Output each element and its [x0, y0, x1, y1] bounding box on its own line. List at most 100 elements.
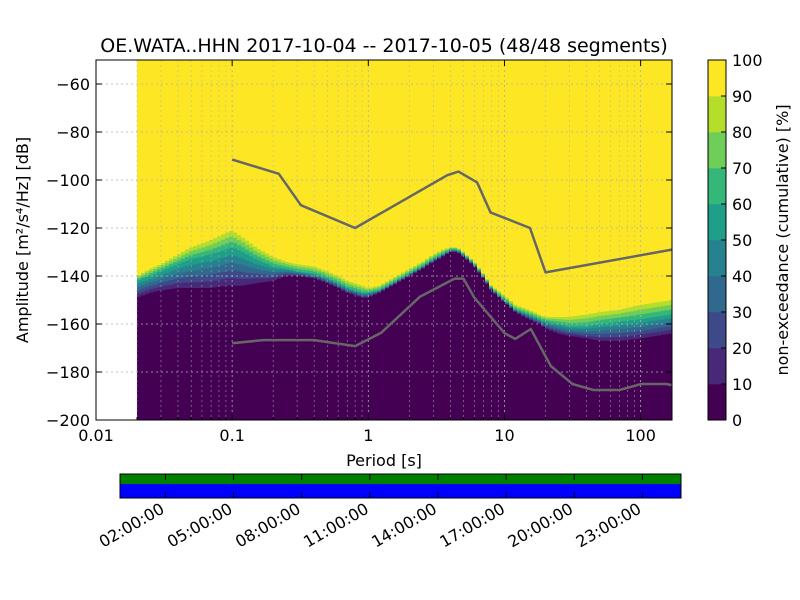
heatmap-column: [472, 60, 478, 420]
heatmap-cell: [640, 309, 646, 315]
heatmap-cell: [580, 326, 586, 330]
heatmap-cell: [640, 326, 646, 331]
heatmap-cell: [292, 60, 298, 264]
heatmap-cell: [636, 323, 642, 328]
heatmap-cell: [184, 260, 190, 267]
heatmap-cell: [580, 318, 586, 323]
heatmap-cell: [660, 301, 666, 307]
heatmap-cell: [468, 259, 474, 261]
heatmap-column: [172, 60, 178, 420]
heatmap-cell: [292, 270, 298, 273]
heatmap-cell: [668, 304, 672, 311]
heatmap-cell: [520, 313, 526, 315]
heatmap-cell: [336, 60, 342, 277]
heatmap-cell: [516, 314, 522, 320]
heatmap-cell: [528, 317, 534, 319]
heatmap-cell: [472, 264, 478, 266]
heatmap-cell: [520, 307, 526, 310]
heatmap-cell: [548, 327, 554, 330]
heatmap-column: [312, 60, 318, 420]
heatmap-cell: [560, 330, 566, 333]
heatmap-cell: [304, 286, 310, 420]
heatmap-cell: [172, 259, 178, 263]
heatmap-cell: [172, 288, 178, 301]
heatmap-cell: [420, 267, 426, 268]
heatmap-cell: [244, 254, 250, 261]
heatmap-cell: [472, 266, 478, 268]
heatmap-cell: [456, 259, 462, 420]
heatmap-cell: [228, 278, 234, 286]
heatmap-cell: [196, 257, 202, 264]
heatmap-cell: [516, 306, 522, 309]
heatmap-column: [184, 60, 190, 420]
heatmap-cell: [136, 274, 142, 277]
heatmap-cell: [436, 258, 442, 267]
heatmap-cell: [236, 278, 242, 286]
colorbar-segment: [708, 312, 726, 349]
heatmap-cell: [288, 269, 294, 272]
heatmap-cell: [452, 259, 458, 420]
heatmap-cell: [600, 327, 606, 331]
heatmap-cell: [240, 285, 246, 301]
heatmap-cell: [488, 289, 494, 296]
heatmap-cell: [356, 296, 362, 306]
heatmap-cell: [432, 260, 438, 261]
heatmap-cell: [152, 60, 158, 267]
heatmap-cell: [176, 288, 182, 301]
heatmap-cell: [304, 60, 310, 266]
heatmap-cell: [164, 281, 170, 286]
heatmap-cell: [588, 336, 594, 340]
heatmap-cell: [232, 278, 238, 286]
heatmap-cell: [256, 269, 262, 275]
heatmap-cell: [572, 326, 578, 329]
heatmap-cell: [436, 257, 442, 258]
heatmap-cell: [280, 60, 286, 261]
heatmap-cell: [580, 333, 586, 336]
heatmap-cell: [356, 289, 362, 293]
heatmap-cell: [148, 282, 154, 287]
heatmap-column: [224, 60, 230, 420]
heatmap-cell: [260, 270, 266, 275]
heatmap-cell: [400, 272, 406, 275]
heatmap-cell: [668, 300, 672, 306]
heatmap-cell: [508, 306, 514, 308]
heatmap-cell: [608, 354, 614, 420]
heatmap-cell: [204, 261, 210, 269]
heatmap-cell: [608, 333, 614, 338]
heatmap-cell: [544, 329, 550, 337]
heatmap-cell: [300, 272, 306, 274]
heatmap-cell: [384, 288, 390, 289]
heatmap-cell: [248, 278, 254, 285]
timeline-coverage-bar: [120, 474, 681, 484]
heatmap-cell: [400, 278, 406, 280]
heatmap-cell: [160, 300, 166, 420]
heatmap-column: [372, 60, 378, 420]
heatmap-cell: [316, 276, 322, 278]
heatmap-cell: [492, 291, 498, 293]
heatmap-column: [364, 60, 370, 420]
heatmap-cell: [320, 272, 326, 275]
heatmap-cell: [420, 266, 426, 267]
heatmap-cell: [288, 273, 294, 276]
heatmap-cell: [352, 294, 358, 296]
heatmap-cell: [456, 250, 462, 252]
heatmap-cell: [560, 319, 566, 323]
heatmap-cell: [180, 288, 186, 302]
heatmap-cell: [484, 279, 490, 281]
heatmap-cell: [376, 285, 382, 288]
heatmap-cell: [400, 279, 406, 287]
heatmap-cell: [488, 294, 494, 420]
heatmap-cell: [624, 336, 630, 341]
heatmap-cell: [264, 263, 270, 268]
colorbar-tick-label: 0: [732, 411, 742, 430]
heatmap-cell: [404, 60, 410, 271]
heatmap-cell: [648, 332, 654, 338]
heatmap-cell: [356, 291, 362, 293]
heatmap-cell: [444, 251, 450, 253]
heatmap-cell: [404, 274, 410, 276]
heatmap-cell: [276, 269, 282, 273]
heatmap-cell: [432, 60, 438, 254]
heatmap-cell: [336, 287, 342, 289]
heatmap-cell: [548, 338, 554, 420]
heatmap-column: [212, 60, 218, 420]
